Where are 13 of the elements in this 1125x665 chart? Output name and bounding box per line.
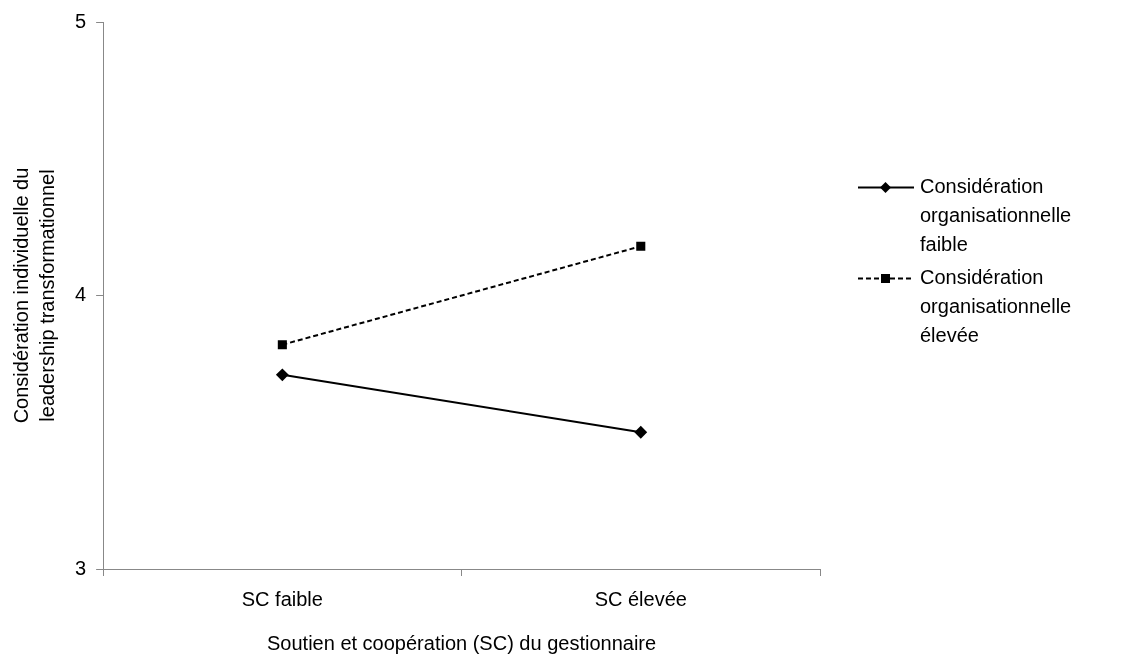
x-tick-label: SC élevée bbox=[594, 587, 687, 610]
y-tick-label: 3 bbox=[75, 556, 87, 579]
legend-label: Considération organisationnelle élevée bbox=[920, 265, 1073, 348]
x-axis-title: Soutien et coopération (SC) du gestionnaire bbox=[266, 631, 657, 654]
point bbox=[636, 241, 646, 251]
x-tick-label: SC faible bbox=[241, 587, 323, 610]
y-axis-title: Considération individuelle du leadership transformationnel bbox=[9, 167, 58, 424]
y-tick-label: 4 bbox=[75, 283, 87, 306]
point bbox=[634, 426, 647, 439]
y-tick-label: 5 bbox=[75, 9, 87, 32]
point bbox=[276, 368, 289, 381]
legend-label: Considération organisationnelle faible bbox=[920, 174, 1073, 257]
point bbox=[277, 340, 287, 350]
